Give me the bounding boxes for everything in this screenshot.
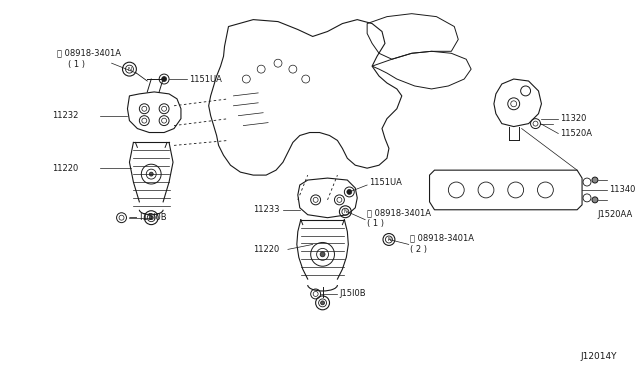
Text: 1151UA: 1151UA [369, 177, 402, 186]
Text: Ⓝ 08918-3401A: Ⓝ 08918-3401A [367, 208, 431, 217]
Text: J15I0B: J15I0B [339, 289, 366, 298]
Text: 1151UA: 1151UA [189, 74, 221, 84]
Circle shape [321, 301, 324, 305]
Text: ( 1 ): ( 1 ) [367, 219, 384, 228]
Text: 11232: 11232 [52, 111, 79, 120]
Text: ( 1 ): ( 1 ) [68, 60, 85, 69]
Text: N: N [127, 67, 131, 72]
Circle shape [347, 189, 352, 195]
Circle shape [149, 172, 153, 176]
Circle shape [320, 252, 325, 257]
Text: N: N [387, 237, 391, 242]
Circle shape [592, 197, 598, 203]
Text: J1520AA: J1520AA [597, 210, 632, 219]
Text: Ⓝ 08918-3401A: Ⓝ 08918-3401A [57, 49, 121, 58]
Text: N: N [344, 209, 348, 214]
Text: 11233: 11233 [253, 205, 280, 214]
Text: 11520A: 11520A [560, 129, 592, 138]
Text: ( 2 ): ( 2 ) [410, 245, 427, 254]
Text: 11220: 11220 [52, 164, 79, 173]
Text: 11220: 11220 [253, 245, 280, 254]
Text: — I15I0B: — I15I0B [129, 213, 167, 222]
Text: 11340: 11340 [609, 186, 635, 195]
Circle shape [149, 216, 153, 220]
Circle shape [592, 177, 598, 183]
Circle shape [162, 77, 166, 81]
Text: Ⓝ 08918-3401A: Ⓝ 08918-3401A [410, 233, 474, 242]
Text: 11320: 11320 [560, 114, 587, 123]
Text: J12014Y: J12014Y [580, 352, 616, 361]
